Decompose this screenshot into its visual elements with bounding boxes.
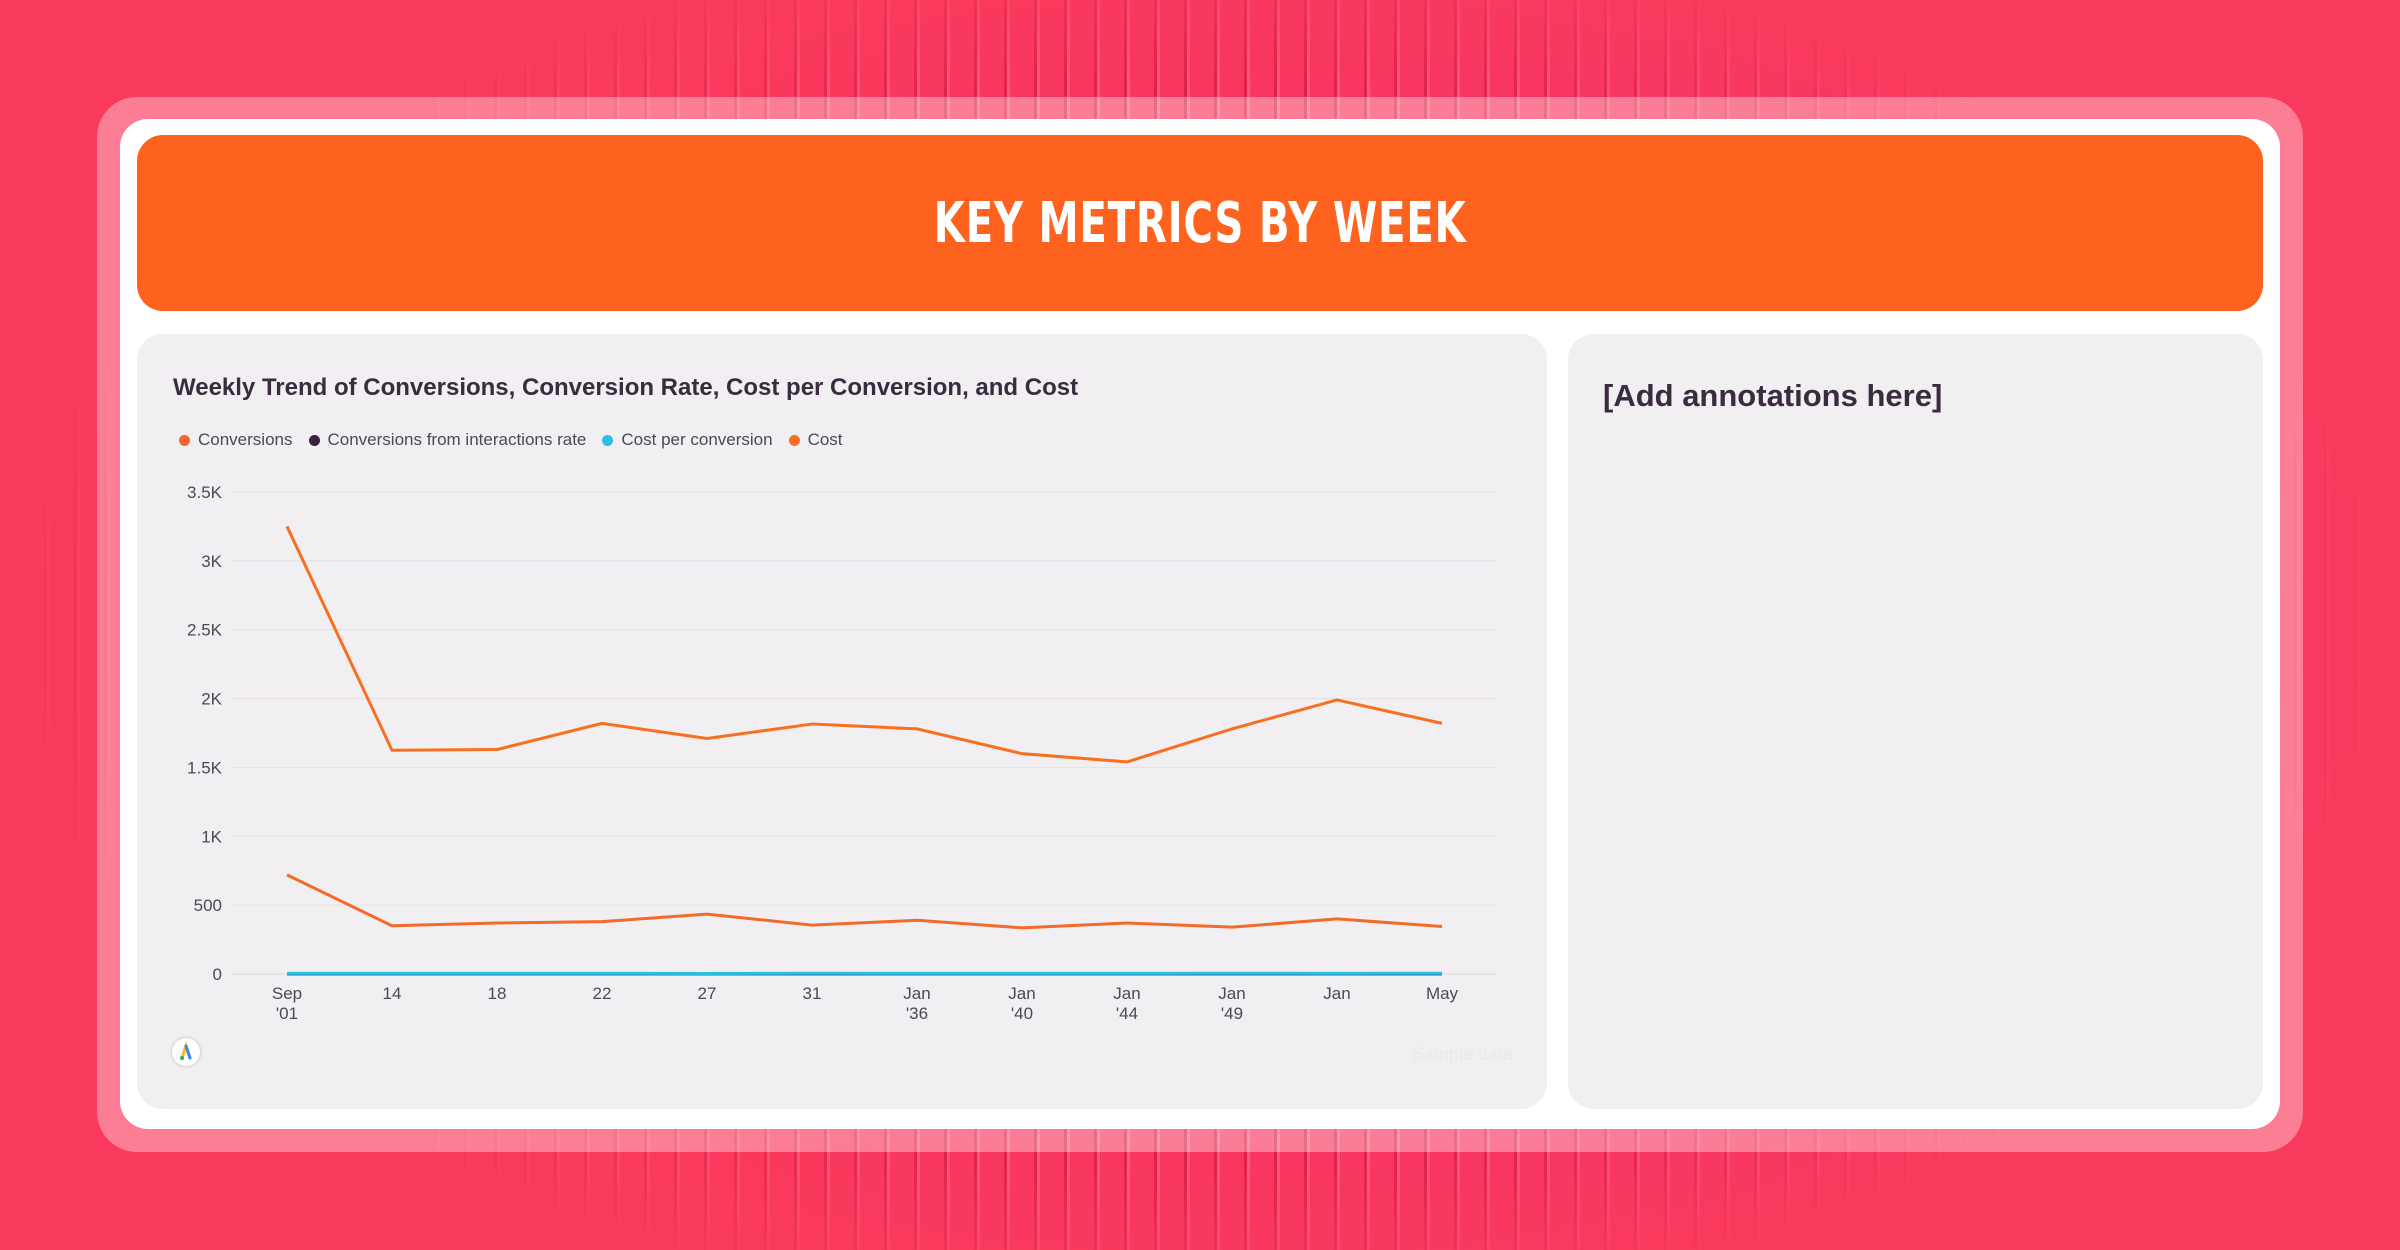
legend-label: Cost per conversion — [621, 430, 773, 449]
x-tick-label: Jan — [1323, 984, 1350, 1003]
legend-label: Conversions — [198, 430, 293, 449]
annotations-title[interactable]: [Add annotations here] — [1603, 378, 1943, 413]
y-tick-label: 500 — [194, 896, 222, 915]
chart-title: Weekly Trend of Conversions, Conversion … — [173, 374, 1079, 401]
y-tick-label: 3.5K — [187, 483, 223, 502]
legend-marker — [788, 434, 800, 446]
x-tick-label: Jan — [1218, 984, 1245, 1003]
x-tick-label: Jan — [1008, 984, 1035, 1003]
header-banner: KEY METRICS BY WEEK — [137, 135, 2263, 311]
x-tick-label: May — [1426, 984, 1459, 1003]
legend-item-0[interactable]: Conversions — [179, 430, 293, 450]
x-tick-label: '40 — [1011, 1004, 1033, 1023]
y-tick-label: 1.5K — [187, 758, 223, 777]
line-chart[interactable]: 0 500 1K 1.5K 2K 2.5K 3K 3.5K Sep'01 14 18 22 27 31 Ja… — [137, 334, 1547, 1109]
x-tick-label: '49 — [1221, 1004, 1243, 1023]
y-tick-label: 2.5K — [187, 621, 223, 640]
legend-item-3[interactable]: Cost — [788, 430, 843, 450]
x-tick-label: 31 — [803, 984, 822, 1003]
google-ads-icon — [172, 1038, 200, 1066]
series-line-0 — [286, 873, 1443, 930]
y-tick-label: 2K — [201, 690, 222, 709]
x-tick-label: 22 — [593, 984, 612, 1003]
y-tick-label: 0 — [213, 965, 222, 984]
x-tick-label: 14 — [383, 984, 402, 1003]
legend-item-2[interactable]: Cost per conversion — [602, 430, 773, 450]
sample-data-watermark: Sample data — [1411, 1044, 1513, 1064]
y-tick-label: 3K — [201, 552, 222, 571]
chart-panel: Weekly Trend of Conversions, Conversion … — [137, 334, 1547, 1109]
chart-legend[interactable]: Conversions Conversions from interactions… — [179, 430, 843, 450]
x-tick-label: Jan — [1113, 984, 1140, 1003]
x-tick-label: '36 — [906, 1004, 928, 1023]
legend-item-1[interactable]: Conversions from interactions rate — [308, 430, 587, 450]
legend-marker — [602, 434, 614, 446]
legend-label: Conversions from interactions rate — [327, 430, 587, 449]
x-tick-label: Sep — [272, 984, 302, 1003]
page-title: KEY METRICS BY WEEK — [933, 190, 1467, 256]
legend-marker — [179, 434, 190, 446]
annotations-panel: [Add annotations here] — [1568, 334, 2263, 1109]
x-tick-label: '01 — [276, 1004, 298, 1023]
y-tick-label: 1K — [201, 827, 222, 846]
series-line-3 — [285, 525, 1443, 764]
x-tick-label: '44 — [1116, 1004, 1138, 1023]
legend-label: Cost — [807, 430, 843, 449]
x-tick-label: 27 — [698, 984, 717, 1003]
x-tick-label: Jan — [903, 984, 930, 1003]
legend-marker — [308, 434, 320, 446]
x-tick-label: 18 — [488, 984, 507, 1003]
